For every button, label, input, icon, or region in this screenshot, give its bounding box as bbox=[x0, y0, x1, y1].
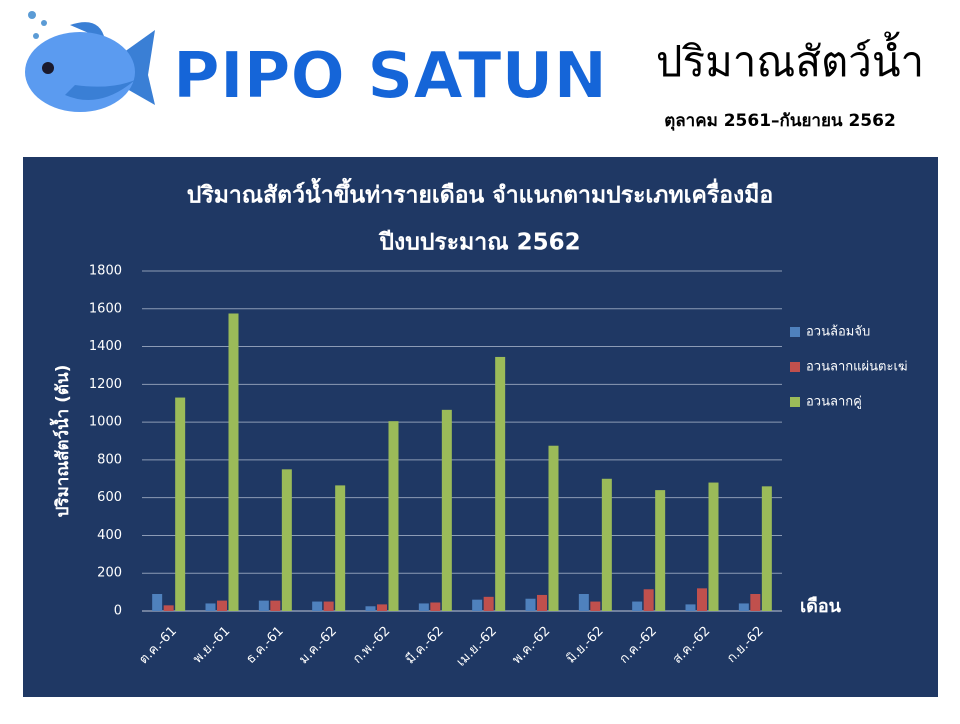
bar bbox=[472, 599, 483, 611]
y-tick-label: 200 bbox=[97, 566, 122, 581]
legend-label: อวนล้อมจับ bbox=[806, 325, 870, 340]
bar bbox=[281, 469, 292, 611]
y-tick-label: 1800 bbox=[89, 264, 122, 279]
brand: PIPO SATUN bbox=[173, 40, 607, 114]
bar bbox=[697, 588, 707, 611]
bar bbox=[632, 601, 643, 611]
bar bbox=[483, 596, 494, 611]
bar bbox=[750, 594, 761, 611]
bar bbox=[175, 397, 186, 611]
bar bbox=[258, 600, 269, 611]
bar bbox=[312, 601, 323, 611]
bar bbox=[578, 594, 589, 611]
bar bbox=[708, 482, 719, 611]
bar bbox=[738, 603, 749, 611]
bar bbox=[335, 485, 346, 611]
bar bbox=[601, 478, 612, 611]
bar bbox=[205, 603, 216, 611]
bar bbox=[323, 601, 334, 611]
bar bbox=[430, 602, 441, 611]
bar bbox=[377, 604, 387, 611]
y-tick-label: 800 bbox=[97, 452, 122, 467]
bar bbox=[441, 409, 452, 611]
bar bbox=[643, 589, 654, 611]
bar bbox=[270, 600, 281, 611]
chart-title: ปริมาณสัตว์น้ำขึ้นท่ารายเดือน จำแนกตามปร… bbox=[187, 178, 774, 209]
bar bbox=[388, 421, 399, 611]
legend-swatch bbox=[790, 362, 800, 372]
bar bbox=[152, 594, 163, 611]
chart-subtitle: ปีงบประมาณ 2562 bbox=[378, 230, 581, 256]
legend-swatch bbox=[790, 327, 800, 337]
y-tick-label: 1400 bbox=[89, 339, 122, 354]
y-tick-label: 1600 bbox=[89, 301, 122, 316]
y-tick-label: 1000 bbox=[89, 415, 122, 430]
bar bbox=[495, 356, 506, 611]
y-tick-label: 600 bbox=[97, 490, 122, 505]
bar bbox=[590, 601, 601, 611]
x-axis-label: เดือน bbox=[800, 596, 842, 617]
bar bbox=[163, 605, 174, 611]
legend-label: อวนลากแผ่นตะเฆ่ bbox=[806, 360, 908, 375]
y-tick-label: 400 bbox=[97, 528, 122, 543]
bar bbox=[685, 604, 696, 611]
header-period: ตุลาคม 2561–กันยายน 2562 bbox=[664, 111, 896, 131]
bar bbox=[365, 606, 376, 611]
legend-label: อวนลากคู่ bbox=[806, 395, 862, 410]
bar bbox=[525, 598, 536, 611]
y-tick-label: 0 bbox=[114, 604, 122, 619]
bar bbox=[228, 313, 239, 611]
bar bbox=[655, 490, 666, 611]
legend-swatch bbox=[790, 397, 800, 407]
bar bbox=[418, 603, 429, 611]
y-tick-label: 1200 bbox=[89, 377, 122, 392]
fish-logo bbox=[25, 11, 155, 112]
y-axis-label: ปริมาณสัตว์น้ำ (ตัน) bbox=[49, 365, 73, 518]
bar bbox=[217, 600, 227, 611]
bar bbox=[537, 594, 547, 611]
bar bbox=[761, 486, 772, 611]
header-title: ปริมาณสัตว์น้ำ bbox=[656, 31, 924, 85]
bar bbox=[548, 445, 559, 611]
